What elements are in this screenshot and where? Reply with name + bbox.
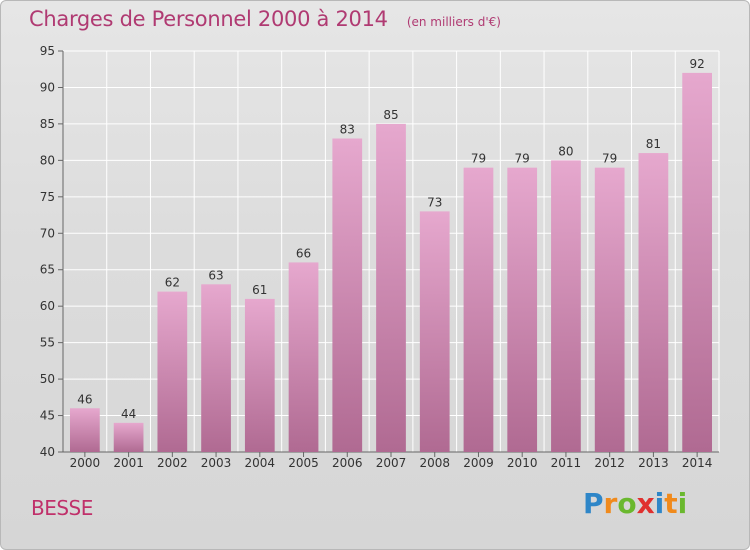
value-label-2003: 63 [208, 268, 223, 282]
x-tick-label-2003: 2003 [201, 456, 232, 470]
bar-2005 [288, 262, 319, 452]
value-label-2000: 46 [77, 392, 92, 406]
x-tick-label-2014: 2014 [682, 456, 713, 470]
value-label-2002: 62 [165, 276, 180, 290]
value-label-2014: 92 [689, 57, 704, 71]
y-tick-label: 85 [40, 117, 55, 131]
y-tick-label: 45 [40, 409, 55, 423]
bar-2013 [638, 153, 669, 452]
value-label-2011: 80 [558, 144, 573, 158]
logo-letter: P [583, 487, 604, 520]
bar-2014 [682, 72, 713, 452]
value-label-2004: 61 [252, 283, 267, 297]
y-tick-label: 40 [40, 445, 55, 459]
y-tick-label: 55 [40, 336, 55, 350]
y-tick-label: 75 [40, 190, 55, 204]
bar-2006 [332, 138, 363, 452]
x-tick-label-2012: 2012 [594, 456, 625, 470]
y-tick-label: 65 [40, 263, 55, 277]
y-tick-label: 50 [40, 372, 55, 386]
x-tick-label-2010: 2010 [507, 456, 538, 470]
y-tick-label: 80 [40, 153, 55, 167]
y-tick-label: 60 [40, 299, 55, 313]
x-tick-label-2000: 2000 [70, 456, 101, 470]
x-tick-labels: 2000 2001 2002 2003 2004 2005 2006 2007 2008 2009… [70, 456, 713, 470]
value-label-2007: 85 [383, 108, 398, 122]
bar-2008 [419, 211, 450, 452]
value-labels: 46 44 62 63 61 66 83 85 73 79 79 80 79 81 92 [77, 57, 705, 421]
bar-2009 [463, 167, 494, 452]
logo-letter: i [677, 487, 688, 520]
x-tick-label-2013: 2013 [638, 456, 669, 470]
y-tick-labels: 40 45 50 55 60 65 70 75 80 85 90 95 [40, 44, 55, 459]
x-tick-label-2008: 2008 [419, 456, 450, 470]
logo-letter: o [617, 487, 637, 520]
bar-2002 [157, 291, 188, 452]
value-label-2006: 83 [340, 122, 355, 136]
x-tick-label-2005: 2005 [288, 456, 319, 470]
y-tick-label: 90 [40, 80, 55, 94]
chart-title: Charges de Personnel 2000 à 2014 [29, 7, 388, 31]
value-label-2008: 73 [427, 195, 442, 209]
bars [69, 72, 713, 452]
logo-letter: r [603, 487, 618, 520]
x-tick-label-2006: 2006 [332, 456, 363, 470]
bar-2001 [113, 422, 144, 452]
logo-letter: t [664, 487, 678, 520]
commune-name: BESSE [31, 496, 93, 520]
bar-2012 [594, 167, 625, 452]
bar-2011 [551, 160, 581, 452]
bar-2000 [69, 408, 100, 452]
value-label-2010: 79 [515, 152, 530, 166]
value-label-2012: 79 [602, 152, 617, 166]
value-label-2001: 44 [121, 407, 136, 421]
bar-2004 [244, 298, 275, 452]
x-tick-label-2007: 2007 [376, 456, 407, 470]
value-label-2005: 66 [296, 246, 311, 260]
bar-2010 [507, 167, 538, 452]
x-tick-label-2009: 2009 [463, 456, 494, 470]
logo-letter: x [636, 487, 655, 520]
chart-subtitle: (en milliers d'€) [406, 15, 501, 29]
x-tick-label-2001: 2001 [113, 456, 144, 470]
bar-2003 [201, 284, 231, 452]
bar-2007 [376, 123, 406, 452]
x-tick-label-2004: 2004 [245, 456, 276, 470]
value-label-2009: 79 [471, 152, 486, 166]
y-tick-label: 95 [40, 44, 55, 58]
logo-letter: i [654, 487, 665, 520]
value-label-2013: 81 [646, 137, 661, 151]
x-tick-label-2011: 2011 [551, 456, 582, 470]
y-tick-label: 70 [40, 226, 55, 240]
proxiti-logo: Proxiti [583, 487, 687, 520]
x-tick-label-2002: 2002 [157, 456, 188, 470]
chart-header: Charges de Personnel 2000 à 2014 (en mil… [29, 7, 501, 31]
